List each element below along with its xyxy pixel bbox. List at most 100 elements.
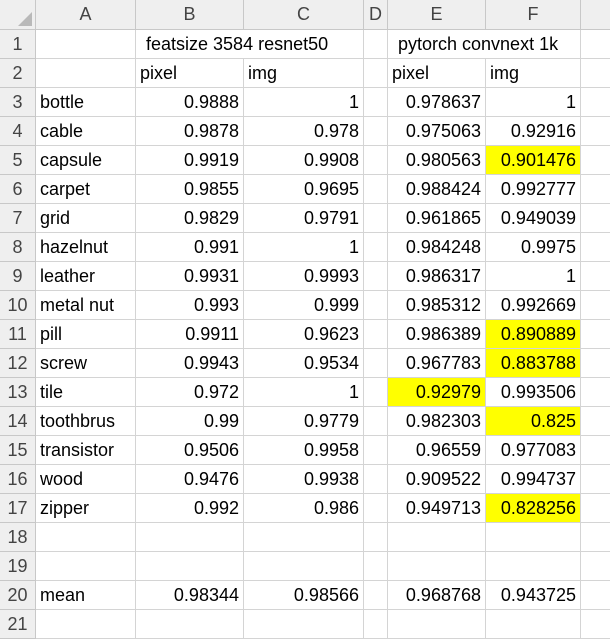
- cell-e13[interactable]: 0.92979: [388, 378, 486, 407]
- column-header-a[interactable]: A: [36, 0, 136, 30]
- cell-d20[interactable]: [364, 581, 388, 610]
- row-header-12[interactable]: 12: [0, 349, 36, 378]
- cell-d19[interactable]: [364, 552, 388, 581]
- cell-f7[interactable]: 0.949039: [486, 204, 581, 233]
- cell-b11[interactable]: 0.9911: [136, 320, 244, 349]
- cell-f15[interactable]: 0.977083: [486, 436, 581, 465]
- cell-c17[interactable]: 0.986: [244, 494, 364, 523]
- row-header-5[interactable]: 5: [0, 146, 36, 175]
- cell-f12[interactable]: 0.883788: [486, 349, 581, 378]
- cell-d11[interactable]: [364, 320, 388, 349]
- row-header-8[interactable]: 8: [0, 233, 36, 262]
- cell-c7[interactable]: 0.9791: [244, 204, 364, 233]
- cell-b5[interactable]: 0.9919: [136, 146, 244, 175]
- cell-b21[interactable]: [136, 610, 244, 639]
- cell-a7[interactable]: grid: [36, 204, 136, 233]
- cell-c1[interactable]: [244, 30, 364, 59]
- cell-e7[interactable]: 0.961865: [388, 204, 486, 233]
- row-header-1[interactable]: 1: [0, 30, 36, 59]
- cell-b6[interactable]: 0.9855: [136, 175, 244, 204]
- cell-c12[interactable]: 0.9534: [244, 349, 364, 378]
- select-all-corner[interactable]: [0, 0, 36, 30]
- row-header-16[interactable]: 16: [0, 465, 36, 494]
- cell-c19[interactable]: [244, 552, 364, 581]
- column-header-b[interactable]: B: [136, 0, 244, 30]
- cell-a8[interactable]: hazelnut: [36, 233, 136, 262]
- cell-e1[interactable]: pytorch convnext 1k: [388, 30, 558, 59]
- cell-c18[interactable]: [244, 523, 364, 552]
- row-header-7[interactable]: 7: [0, 204, 36, 233]
- cell-b13[interactable]: 0.972: [136, 378, 244, 407]
- cell-a17[interactable]: zipper: [36, 494, 136, 523]
- cell-f19[interactable]: [486, 552, 581, 581]
- row-header-17[interactable]: 17: [0, 494, 36, 523]
- cell-d1[interactable]: [364, 30, 388, 59]
- cell-d21[interactable]: [364, 610, 388, 639]
- cell-c21[interactable]: [244, 610, 364, 639]
- cell-c2[interactable]: img: [244, 59, 364, 88]
- cell-b1[interactable]: featsize 3584 resnet50: [136, 30, 328, 59]
- cell-f8[interactable]: 0.9975: [486, 233, 581, 262]
- cell-a21[interactable]: [36, 610, 136, 639]
- cell-f13[interactable]: 0.993506: [486, 378, 581, 407]
- cell-f2[interactable]: img: [486, 59, 581, 88]
- row-header-19[interactable]: 19: [0, 552, 36, 581]
- cell-e8[interactable]: 0.984248: [388, 233, 486, 262]
- cell-e11[interactable]: 0.986389: [388, 320, 486, 349]
- cell-e3[interactable]: 0.978637: [388, 88, 486, 117]
- cell-f20[interactable]: 0.943725: [486, 581, 581, 610]
- cell-d2[interactable]: [364, 59, 388, 88]
- cell-e19[interactable]: [388, 552, 486, 581]
- cell-f1[interactable]: [486, 30, 581, 59]
- row-header-4[interactable]: 4: [0, 117, 36, 146]
- cell-e5[interactable]: 0.980563: [388, 146, 486, 175]
- row-header-13[interactable]: 13: [0, 378, 36, 407]
- cell-e18[interactable]: [388, 523, 486, 552]
- cell-f4[interactable]: 0.92916: [486, 117, 581, 146]
- cell-b12[interactable]: 0.9943: [136, 349, 244, 378]
- cell-d13[interactable]: [364, 378, 388, 407]
- column-header-e[interactable]: E: [388, 0, 486, 30]
- cell-d7[interactable]: [364, 204, 388, 233]
- cell-f10[interactable]: 0.992669: [486, 291, 581, 320]
- row-header-11[interactable]: 11: [0, 320, 36, 349]
- cell-c13[interactable]: 1: [244, 378, 364, 407]
- cell-f9[interactable]: 1: [486, 262, 581, 291]
- cell-b4[interactable]: 0.9878: [136, 117, 244, 146]
- cell-b20[interactable]: 0.98344: [136, 581, 244, 610]
- row-header-21[interactable]: 21: [0, 610, 36, 639]
- cell-d10[interactable]: [364, 291, 388, 320]
- cell-b8[interactable]: 0.991: [136, 233, 244, 262]
- cell-e10[interactable]: 0.985312: [388, 291, 486, 320]
- cell-e21[interactable]: [388, 610, 486, 639]
- cell-a19[interactable]: [36, 552, 136, 581]
- cell-d9[interactable]: [364, 262, 388, 291]
- cell-a16[interactable]: wood: [36, 465, 136, 494]
- cell-a15[interactable]: transistor: [36, 436, 136, 465]
- cell-c16[interactable]: 0.9938: [244, 465, 364, 494]
- cell-a3[interactable]: bottle: [36, 88, 136, 117]
- cell-d8[interactable]: [364, 233, 388, 262]
- cell-c10[interactable]: 0.999: [244, 291, 364, 320]
- cell-c5[interactable]: 0.9908: [244, 146, 364, 175]
- cell-c4[interactable]: 0.978: [244, 117, 364, 146]
- cell-d16[interactable]: [364, 465, 388, 494]
- cell-d3[interactable]: [364, 88, 388, 117]
- cell-d14[interactable]: [364, 407, 388, 436]
- cell-c20[interactable]: 0.98566: [244, 581, 364, 610]
- cell-c14[interactable]: 0.9779: [244, 407, 364, 436]
- cell-f5[interactable]: 0.901476: [486, 146, 581, 175]
- cell-c3[interactable]: 1: [244, 88, 364, 117]
- row-header-14[interactable]: 14: [0, 407, 36, 436]
- cell-c15[interactable]: 0.9958: [244, 436, 364, 465]
- row-header-20[interactable]: 20: [0, 581, 36, 610]
- cell-a2[interactable]: [36, 59, 136, 88]
- cell-b16[interactable]: 0.9476: [136, 465, 244, 494]
- row-header-6[interactable]: 6: [0, 175, 36, 204]
- cell-d5[interactable]: [364, 146, 388, 175]
- cell-a20[interactable]: mean: [36, 581, 136, 610]
- cell-d6[interactable]: [364, 175, 388, 204]
- cell-a14[interactable]: toothbrus: [36, 407, 136, 436]
- cell-a13[interactable]: tile: [36, 378, 136, 407]
- cell-b14[interactable]: 0.99: [136, 407, 244, 436]
